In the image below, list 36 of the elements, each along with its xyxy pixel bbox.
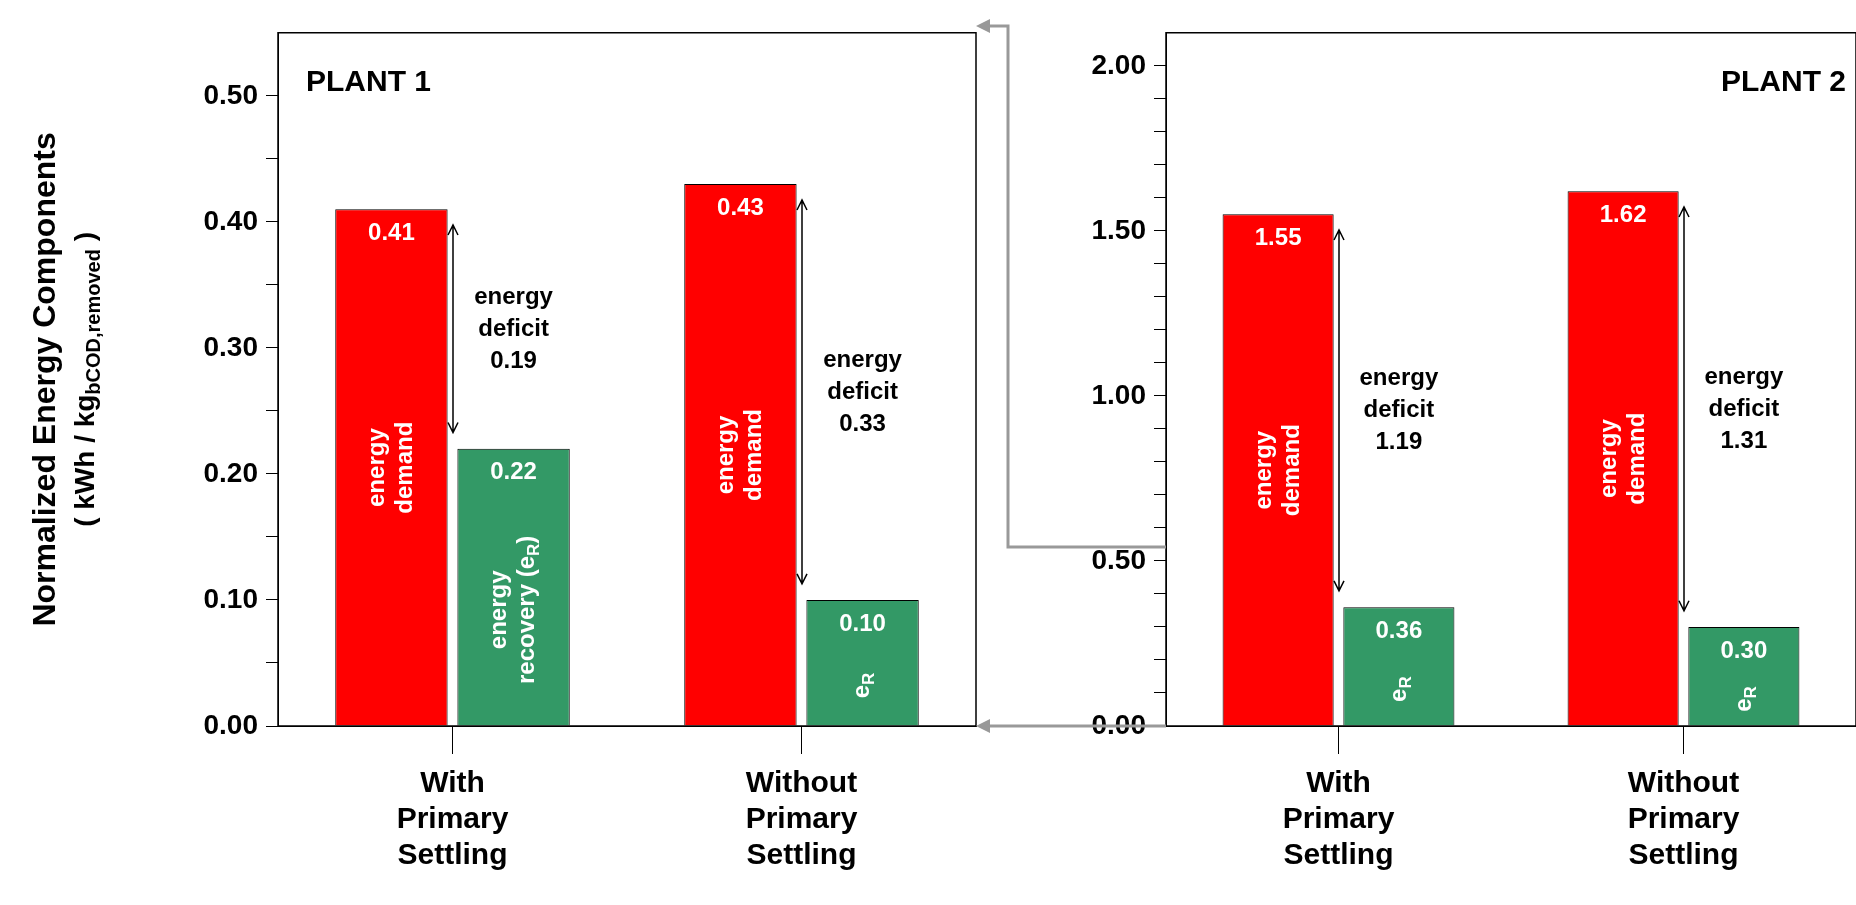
y-tick-label: 0.30 [203,330,258,362]
annotation: energy deficit 0.19 [474,281,554,373]
text: energy demand [1593,412,1649,505]
text: PLANT 1 [306,64,432,98]
y-tick-label: 0.10 [203,582,258,614]
annotation: eR [1383,676,1415,702]
annotation: eR [847,672,879,699]
x-tick-label: Without Primary Settling [1627,765,1740,871]
annotation: energy deficit 1.19 [1359,363,1439,455]
annotation: energy deficit 1.31 [1704,361,1784,453]
x-tick-label: Without Primary Settling [745,765,858,871]
y-tick-label: 2.00 [1091,48,1146,80]
x-tick-label: With Primary Settling [396,765,509,871]
y-tick-label: 0.50 [203,78,258,110]
annotation: energy deficit 0.33 [823,344,903,436]
y-tick-label: 0.50 [1091,543,1146,575]
data-label: 0.41 [368,217,415,245]
annotation: eR [1728,686,1760,712]
data-label: 0.43 [717,192,764,220]
data-label: 0.22 [490,457,537,485]
text: PLANT 2 [1720,64,1846,98]
y-tick-label: 0.40 [203,204,258,236]
data-label: 1.62 [1599,199,1647,227]
text: energy demand [362,421,418,514]
series-label: energy demand [711,409,767,502]
y-tick-label: 1.50 [1091,213,1146,245]
data-label: 0.30 [1720,635,1768,663]
y-tick-label: 0.00 [203,708,258,740]
data-label: 0.36 [1375,615,1423,643]
x-tick-label: With Primary Settling [1282,765,1395,871]
annotation: energy recovery (eR) [484,535,544,685]
y-tick-label: 1.00 [1091,378,1146,410]
data-label: 0.10 [839,608,886,636]
data-label: 1.55 [1254,222,1302,250]
y-tick-label: 0.20 [203,456,258,488]
series-label: energy demand [1248,424,1304,517]
